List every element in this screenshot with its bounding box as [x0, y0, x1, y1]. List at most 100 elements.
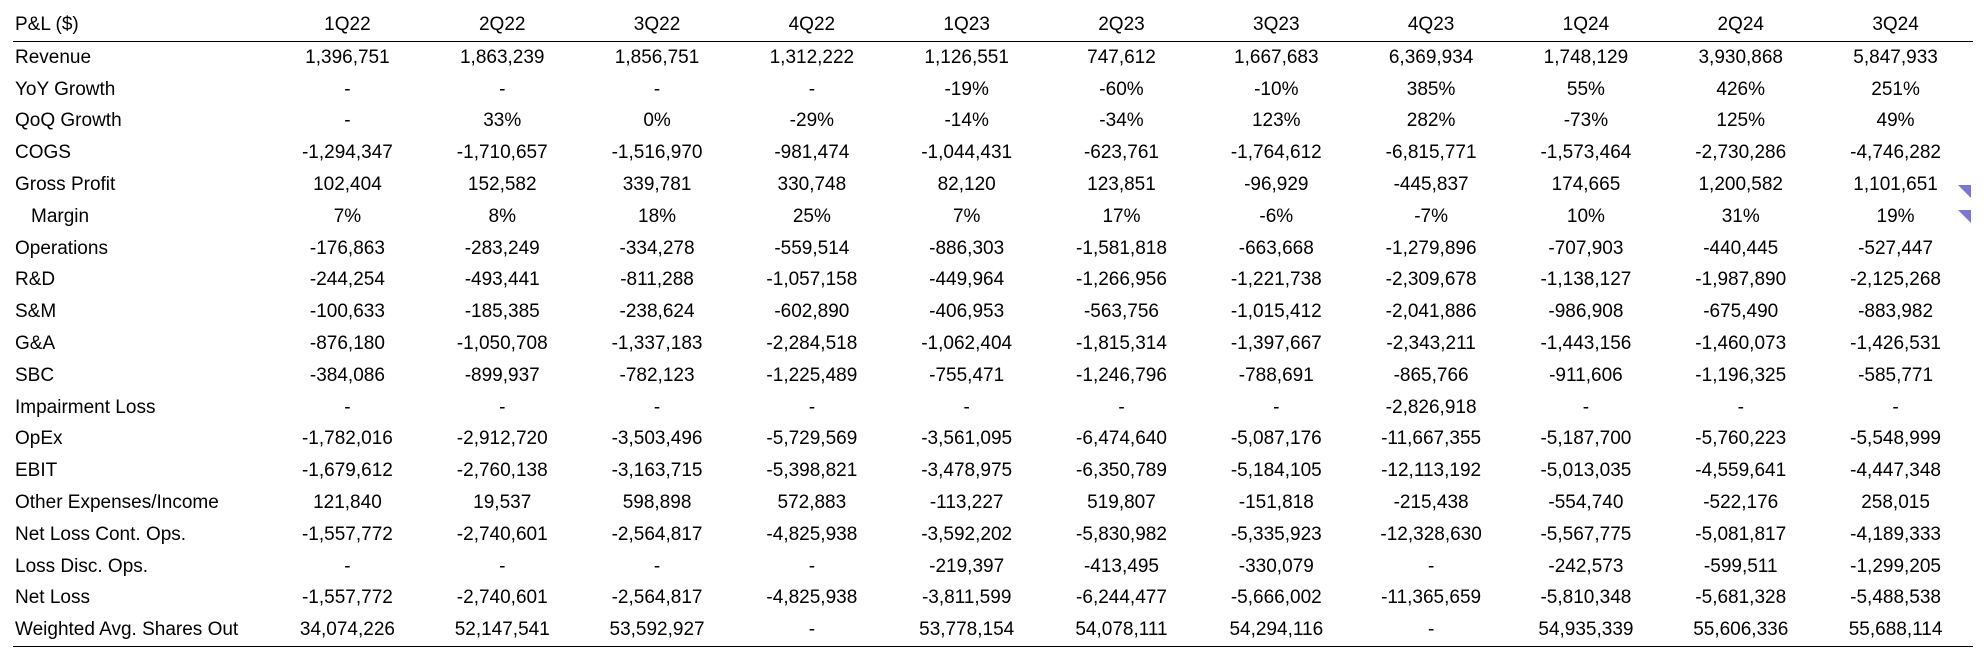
table-cell[interactable]: 258,015: [1861, 491, 1930, 513]
table-cell[interactable]: -675,490: [1703, 301, 1779, 323]
row-label[interactable]: Impairment Loss: [15, 396, 156, 418]
table-cell[interactable]: -1,266,956: [1076, 269, 1167, 291]
table-cell[interactable]: 152,582: [467, 173, 537, 195]
table-cell[interactable]: 519,807: [1087, 491, 1156, 513]
table-cell[interactable]: -406,953: [929, 301, 1005, 323]
table-cell[interactable]: -1,397,667: [1230, 332, 1322, 354]
table-cell[interactable]: -96,929: [1244, 173, 1309, 195]
table-cell[interactable]: 7%: [952, 205, 981, 227]
table-cell[interactable]: -5,187,700: [1540, 428, 1632, 450]
column-header[interactable]: 3Q23: [1198, 9, 1354, 42]
column-header[interactable]: 2Q22: [424, 9, 580, 42]
table-cell[interactable]: 1,863,239: [459, 46, 545, 68]
table-cell[interactable]: -2,740,601: [456, 587, 548, 609]
table-cell[interactable]: -493,441: [464, 269, 540, 291]
column-header[interactable]: 1Q22: [270, 9, 425, 42]
table-cell[interactable]: -1,057,158: [766, 269, 858, 291]
table-cell[interactable]: -19%: [944, 78, 989, 100]
table-cell[interactable]: 25%: [792, 205, 831, 227]
table-cell[interactable]: -242,573: [1548, 555, 1624, 577]
row-label[interactable]: Gross Profit: [15, 173, 116, 195]
table-cell[interactable]: -886,303: [929, 237, 1005, 259]
table-cell[interactable]: -4,189,333: [1850, 523, 1941, 545]
table-cell[interactable]: -1,557,772: [301, 523, 393, 545]
table-cell[interactable]: -1,044,431: [921, 142, 1013, 164]
table-cell[interactable]: -1,573,464: [1540, 142, 1632, 164]
table-cell[interactable]: -911,606: [1549, 364, 1623, 386]
table-cell[interactable]: -6%: [1259, 205, 1294, 227]
table-cell[interactable]: -4,825,938: [766, 587, 858, 609]
table-cell[interactable]: -: [1582, 396, 1590, 418]
table-cell[interactable]: -5,567,775: [1540, 523, 1632, 545]
table-cell[interactable]: -14%: [944, 110, 989, 132]
table-cell[interactable]: -176,863: [309, 237, 385, 259]
table-cell[interactable]: -185,385: [464, 301, 540, 323]
table-cell[interactable]: -2,564,817: [611, 587, 703, 609]
table-cell[interactable]: -283,249: [464, 237, 540, 259]
table-cell[interactable]: 18%: [638, 205, 677, 227]
table-cell[interactable]: -5,666,002: [1230, 587, 1322, 609]
table-cell[interactable]: -707,903: [1548, 237, 1624, 259]
table-cell[interactable]: 33%: [483, 110, 522, 132]
table-cell[interactable]: -3,561,095: [921, 428, 1013, 450]
table-cell[interactable]: -: [499, 396, 506, 418]
table-cell[interactable]: 82,120: [937, 173, 996, 195]
table-cell[interactable]: -876,180: [309, 332, 385, 354]
table-cell[interactable]: -981,474: [774, 142, 850, 164]
table-cell[interactable]: -: [344, 555, 351, 577]
table-cell[interactable]: 572,883: [777, 491, 847, 513]
table-cell[interactable]: -334,278: [619, 237, 695, 259]
table-cell[interactable]: -755,471: [929, 364, 1005, 386]
table-cell[interactable]: -1,050,708: [456, 332, 548, 354]
table-cell[interactable]: -445,837: [1393, 173, 1469, 195]
table-cell[interactable]: -2,760,138: [456, 460, 548, 482]
table-cell[interactable]: 251%: [1871, 78, 1920, 100]
table-cell[interactable]: -563,756: [1083, 301, 1159, 323]
table-cell[interactable]: 1,396,751: [305, 46, 390, 68]
table-cell[interactable]: -1,782,016: [301, 428, 393, 450]
table-cell[interactable]: 19%: [1876, 205, 1915, 227]
table-cell[interactable]: 747,612: [1087, 46, 1156, 68]
column-header[interactable]: 1Q24: [1508, 9, 1664, 42]
row-label[interactable]: Revenue: [15, 46, 92, 68]
table-cell[interactable]: 0%: [643, 110, 671, 132]
table-cell[interactable]: -1,221,738: [1230, 269, 1322, 291]
table-cell[interactable]: 123%: [1251, 110, 1301, 132]
table-cell[interactable]: -6,474,640: [1076, 428, 1167, 450]
table-cell[interactable]: -384,086: [309, 364, 385, 386]
table-cell[interactable]: 1,856,751: [614, 46, 700, 68]
table-cell[interactable]: 1,312,222: [769, 46, 855, 68]
table-cell[interactable]: 54,078,111: [1044, 614, 1199, 647]
table-cell[interactable]: 52,147,541: [424, 614, 580, 647]
table-cell[interactable]: -: [1427, 555, 1435, 577]
table-cell[interactable]: -: [344, 396, 351, 418]
row-label[interactable]: Operations: [15, 237, 108, 259]
table-cell[interactable]: -12,113,192: [1381, 460, 1482, 482]
table-cell[interactable]: -599,511: [1703, 555, 1778, 577]
table-cell[interactable]: 1,200,582: [1698, 173, 1783, 195]
table-cell[interactable]: 125%: [1716, 110, 1766, 132]
table-cell[interactable]: -: [1353, 614, 1509, 647]
row-label[interactable]: S&M: [15, 301, 57, 323]
table-cell[interactable]: -1,225,489: [766, 364, 858, 386]
table-cell[interactable]: -811,288: [620, 269, 694, 291]
table-cell[interactable]: -883,982: [1858, 301, 1934, 323]
table-cell[interactable]: -986,908: [1548, 301, 1624, 323]
table-cell[interactable]: -219,397: [929, 555, 1005, 577]
table-cell[interactable]: 8%: [488, 205, 516, 227]
table-cell[interactable]: -: [653, 396, 661, 418]
row-label[interactable]: SBC: [15, 364, 55, 386]
table-cell[interactable]: -3,811,599: [921, 587, 1012, 609]
column-header[interactable]: 4Q22: [734, 9, 890, 42]
table-cell[interactable]: -1,279,896: [1385, 237, 1477, 259]
table-cell[interactable]: -5,810,348: [1540, 587, 1632, 609]
table-cell[interactable]: -11,365,659: [1381, 587, 1482, 609]
column-header[interactable]: 2Q23: [1044, 9, 1199, 42]
table-cell[interactable]: -1,426,531: [1850, 332, 1941, 354]
table-cell[interactable]: -5,760,223: [1695, 428, 1787, 450]
table-cell[interactable]: 31%: [1721, 205, 1760, 227]
table-cell[interactable]: -: [1118, 396, 1125, 418]
table-cell[interactable]: 55,606,336: [1663, 614, 1819, 647]
table-cell[interactable]: -151,818: [1238, 491, 1314, 513]
table-cell[interactable]: -1,557,772: [301, 587, 393, 609]
